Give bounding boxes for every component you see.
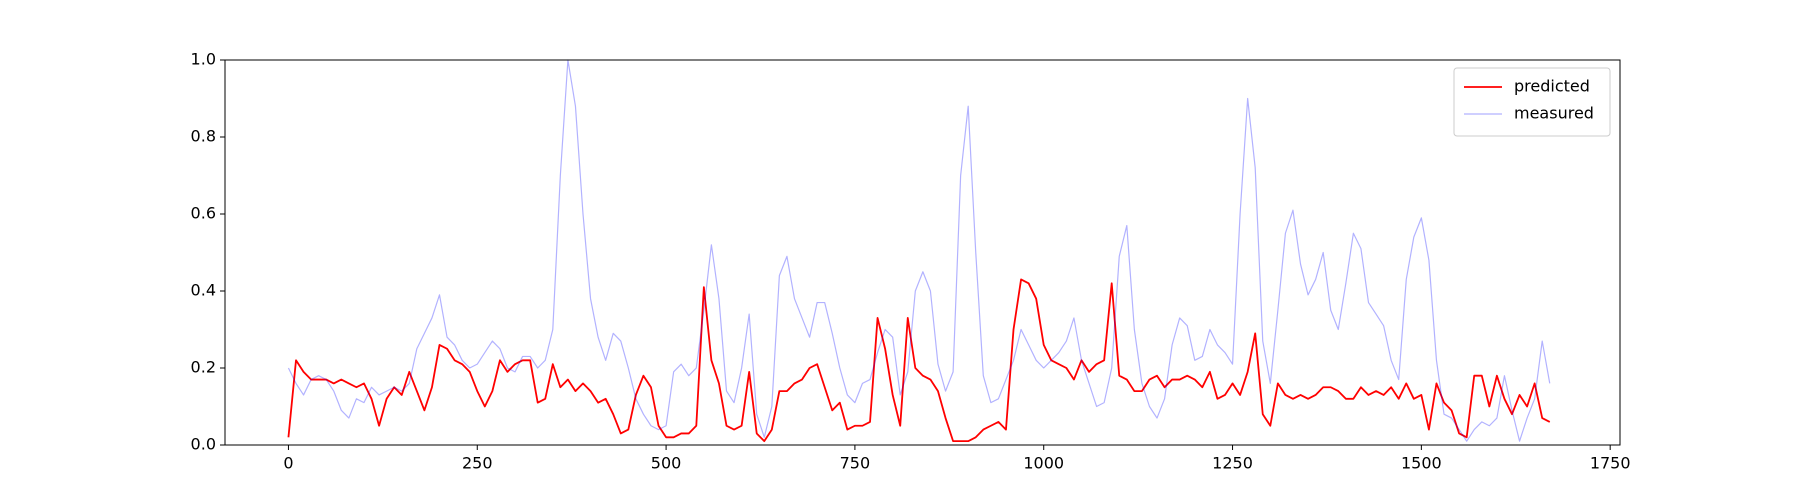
legend-label: predicted bbox=[1514, 77, 1590, 96]
series-line bbox=[287, 59, 1551, 442]
plot-frame bbox=[224, 59, 1621, 446]
y-tick-label: 0.6 bbox=[191, 204, 216, 223]
y-tick-label: 0.2 bbox=[191, 358, 216, 377]
x-tick-label: 0 bbox=[283, 454, 293, 473]
y-tick-label: 1.0 bbox=[191, 50, 216, 69]
y-tick-label: 0.4 bbox=[191, 281, 216, 300]
x-tick-label: 1000 bbox=[1023, 454, 1064, 473]
x-tick-label: 1500 bbox=[1401, 454, 1442, 473]
x-tick-label: 750 bbox=[840, 454, 871, 473]
x-tick-label: 1750 bbox=[1590, 454, 1631, 473]
legend: predicted measured bbox=[1453, 67, 1611, 137]
y-tick-label: 0.8 bbox=[191, 127, 216, 146]
legend-label: measured bbox=[1514, 104, 1594, 123]
legend-box bbox=[1453, 67, 1611, 137]
x-tick-label: 250 bbox=[462, 454, 493, 473]
x-tick-label: 1250 bbox=[1212, 454, 1253, 473]
series-line bbox=[287, 278, 1551, 443]
y-tick-label: 0.0 bbox=[191, 435, 216, 454]
x-tick-label: 500 bbox=[651, 454, 682, 473]
